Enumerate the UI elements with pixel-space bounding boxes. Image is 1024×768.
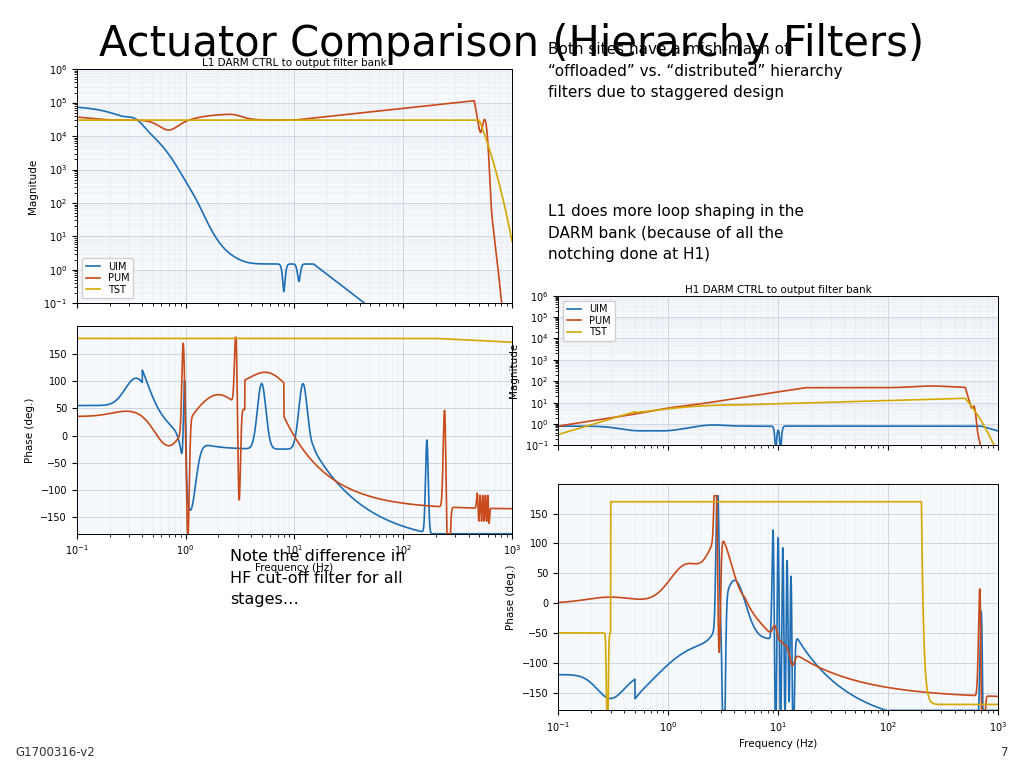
UIM — [402, 333, 415, 342]
Y-axis label: Magnitude: Magnitude — [509, 343, 519, 398]
Text: 7: 7 — [1001, 746, 1009, 759]
TST — [881, 396, 893, 406]
UIM — [395, 327, 408, 336]
Line: TST: TST — [558, 399, 998, 452]
PUM — [992, 447, 1005, 456]
TST — [992, 447, 1005, 456]
UIM — [992, 426, 1005, 435]
PUM — [926, 382, 938, 391]
PUM — [839, 383, 851, 392]
UIM — [332, 278, 344, 287]
UIM — [632, 426, 644, 435]
TST — [395, 115, 408, 124]
UIM — [914, 422, 927, 431]
UIM — [150, 134, 162, 144]
Text: Actuator Comparison (Hierarchy Filters): Actuator Comparison (Hierarchy Filters) — [99, 23, 925, 65]
Line: PUM: PUM — [558, 386, 998, 452]
PUM — [71, 112, 83, 121]
TST — [506, 237, 518, 246]
PUM — [353, 108, 366, 118]
PUM — [150, 120, 162, 129]
TST — [959, 394, 972, 403]
Y-axis label: Phase (deg.): Phase (deg.) — [25, 397, 35, 463]
PUM — [914, 382, 927, 391]
TST — [816, 398, 828, 407]
Text: L1 does more loop shaping in the
DARM bank (because of all the
notching done at : L1 does more loop shaping in the DARM ba… — [548, 204, 804, 262]
PUM — [428, 101, 440, 110]
X-axis label: Frequency (Hz): Frequency (Hz) — [255, 563, 334, 573]
PUM — [552, 422, 564, 431]
TST — [991, 447, 1004, 456]
TST — [332, 115, 344, 124]
UIM — [429, 333, 441, 342]
TST — [150, 115, 162, 124]
UIM — [237, 257, 249, 266]
UIM — [720, 421, 732, 430]
Title: H1 DARM CTRL to output filter bank: H1 DARM CTRL to output filter bank — [685, 285, 871, 295]
TST — [353, 115, 366, 124]
TST — [552, 430, 564, 439]
PUM — [332, 111, 344, 120]
PUM — [881, 383, 893, 392]
UIM — [353, 295, 366, 304]
UIM — [816, 422, 828, 431]
Line: UIM: UIM — [558, 425, 998, 452]
PUM — [720, 396, 732, 405]
PUM — [395, 104, 408, 113]
UIM — [881, 422, 893, 431]
PUM — [497, 309, 509, 318]
Text: Both sites have a mish-mash of
“offloaded” vs. “distributed” hierarchy
filters d: Both sites have a mish-mash of “offloade… — [548, 42, 843, 101]
PUM — [237, 112, 249, 121]
Title: L1 DARM CTRL to output filter bank: L1 DARM CTRL to output filter bank — [202, 58, 387, 68]
TST — [839, 397, 851, 406]
X-axis label: Frequency (Hz): Frequency (Hz) — [739, 740, 817, 750]
TST — [914, 395, 927, 404]
Line: UIM: UIM — [77, 108, 512, 337]
UIM — [552, 422, 564, 431]
Line: TST: TST — [77, 120, 512, 241]
UIM — [839, 422, 851, 431]
PUM — [632, 409, 644, 418]
TST — [720, 400, 732, 409]
Text: Note the difference in
HF cut-off filter for all
stages…: Note the difference in HF cut-off filter… — [230, 549, 406, 607]
UIM — [769, 447, 781, 456]
PUM — [816, 383, 828, 392]
TST — [71, 115, 83, 124]
Legend: UIM, PUM, TST: UIM, PUM, TST — [563, 300, 614, 341]
PUM — [468, 96, 480, 105]
UIM — [708, 420, 720, 429]
Text: G1700316-v2: G1700316-v2 — [15, 746, 95, 759]
TST — [632, 408, 644, 417]
PUM — [976, 447, 988, 456]
TST — [428, 115, 440, 124]
Y-axis label: Phase (deg.): Phase (deg.) — [506, 564, 516, 630]
UIM — [506, 333, 518, 342]
Legend: UIM, PUM, TST: UIM, PUM, TST — [82, 258, 133, 299]
UIM — [71, 103, 83, 112]
Y-axis label: Magnitude: Magnitude — [28, 159, 38, 214]
TST — [237, 115, 249, 124]
Line: PUM: PUM — [77, 101, 512, 313]
PUM — [506, 309, 518, 318]
